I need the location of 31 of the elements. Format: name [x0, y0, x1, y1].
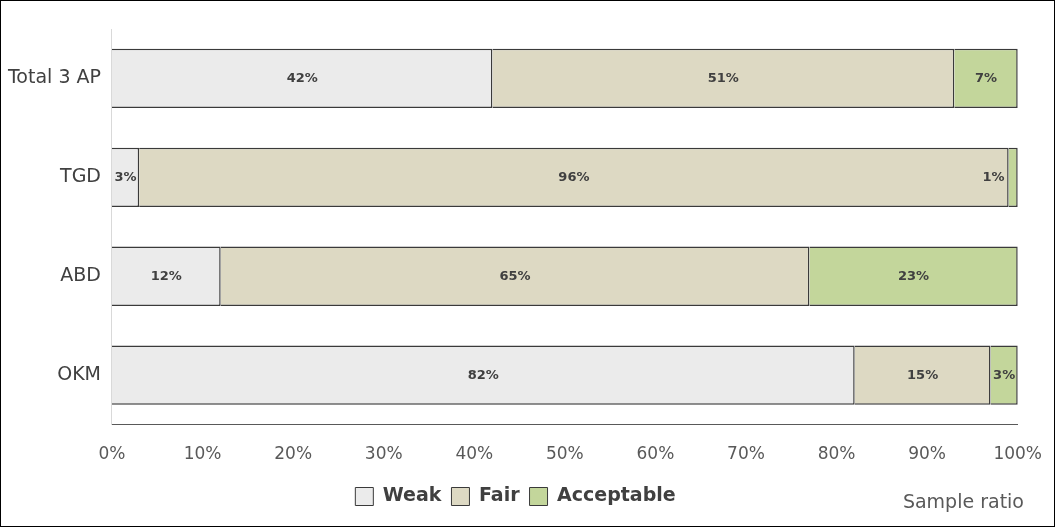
data-label: 42%: [286, 69, 318, 85]
x-tick-label: 0%: [98, 443, 126, 464]
data-label: 65%: [499, 267, 531, 283]
x-axis-title: Sample ratio: [902, 490, 1024, 512]
data-label: 82%: [467, 366, 499, 382]
legend-label: Acceptable: [557, 483, 676, 506]
x-tick-label: 50%: [545, 443, 584, 464]
y-tick-label: OKM: [57, 362, 101, 385]
data-label: 12%: [150, 267, 182, 283]
x-tick-label: 70%: [727, 443, 765, 464]
legend-label: Weak: [382, 483, 442, 506]
y-tick-label: ABD: [60, 263, 101, 286]
data-label: 3%: [114, 168, 137, 184]
legend-label: Fair: [478, 483, 521, 506]
data-label: 23%: [897, 267, 930, 283]
data-label: 3%: [993, 366, 1016, 382]
x-tick-label: 60%: [636, 443, 675, 464]
data-label: 51%: [707, 69, 739, 85]
x-tick-label: 100%: [993, 443, 1042, 464]
y-tick-label: Total 3 AP: [7, 65, 101, 88]
data-label: 1%: [982, 168, 1005, 184]
data-label: 7%: [974, 69, 998, 85]
x-tick-label: 80%: [817, 443, 856, 464]
y-tick-label: TGD: [59, 164, 101, 187]
x-tick-label: 30%: [364, 443, 403, 464]
x-tick-label: 90%: [908, 443, 947, 464]
x-tick-label: 40%: [455, 443, 494, 464]
data-label: 96%: [558, 168, 590, 184]
data-label: 15%: [907, 366, 939, 382]
x-tick-label: 10%: [183, 443, 222, 464]
x-tick-label: 20%: [274, 443, 313, 464]
